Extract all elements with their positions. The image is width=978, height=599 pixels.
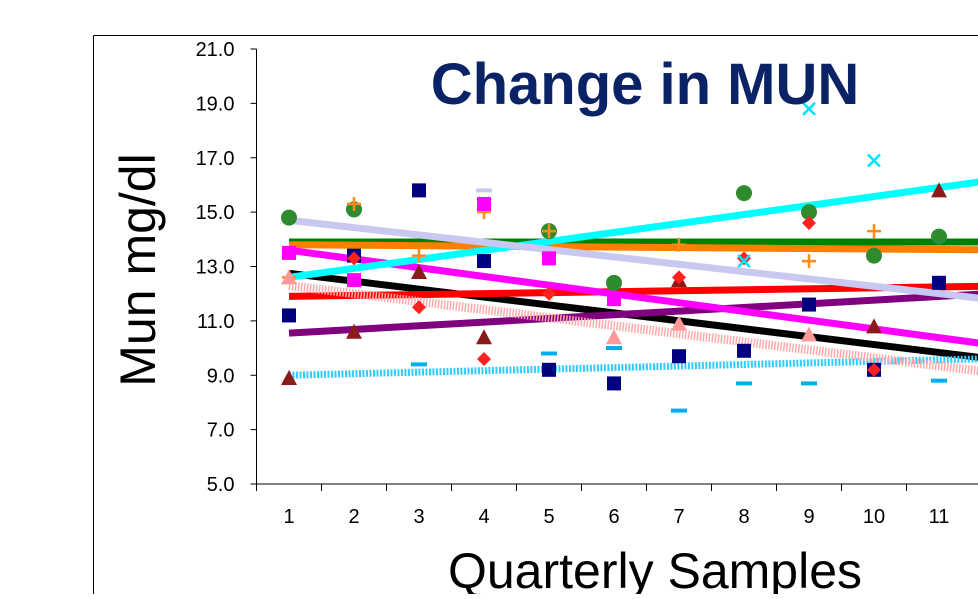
plot-area: 5.0 7.0 9.0 11.0 13.0 15.0 17.0 19.0 21.0 1 2 3 4 5 6 7… <box>196 39 978 528</box>
x-tick-label: 9 <box>803 506 814 528</box>
marker <box>281 269 297 285</box>
x-tick-label: 6 <box>608 506 619 528</box>
marker <box>607 376 621 391</box>
marker <box>347 273 361 288</box>
marker <box>736 381 752 386</box>
marker <box>606 346 622 351</box>
marker <box>542 224 556 239</box>
marker <box>866 318 882 334</box>
marker <box>347 196 361 211</box>
marker <box>412 248 426 263</box>
x-axis-label: Quarterly Samples <box>448 543 862 594</box>
marker <box>801 204 817 221</box>
marker <box>736 185 752 202</box>
trend-line <box>288 216 978 302</box>
marker <box>477 254 491 269</box>
y-tick-label: 17.0 <box>196 148 235 170</box>
marker <box>542 286 556 301</box>
marker <box>867 153 881 168</box>
x-tick-label: 7 <box>673 506 684 528</box>
y-tick-label: 15.0 <box>196 202 235 224</box>
y-tick-label: 21.0 <box>196 39 235 61</box>
y-tick-label: 19.0 <box>196 93 235 115</box>
marker <box>801 326 817 342</box>
marker <box>931 228 947 245</box>
marker <box>671 408 687 413</box>
marker <box>672 349 686 364</box>
x-tick-label: 11 <box>929 506 950 528</box>
marker <box>931 378 947 383</box>
marker <box>801 381 817 386</box>
trend-line <box>288 246 978 347</box>
marker <box>737 251 751 266</box>
y-tick-label: 5.0 <box>207 474 235 496</box>
y-tick-label: 13.0 <box>196 257 235 279</box>
marker <box>282 308 296 323</box>
x-tick-label: 8 <box>738 506 749 528</box>
marker <box>477 351 491 366</box>
x-tick-label: 2 <box>348 506 359 528</box>
marker <box>672 270 686 285</box>
y-tick-label: 7.0 <box>207 420 235 442</box>
trend-line <box>288 178 978 281</box>
marker <box>802 216 816 230</box>
marker <box>607 292 621 307</box>
x-tick-label: 5 <box>543 506 554 528</box>
marker <box>932 275 946 290</box>
marker <box>802 101 816 116</box>
chart-title: Change in MUN <box>431 52 860 117</box>
marker <box>802 254 816 269</box>
marker <box>737 254 751 268</box>
y-tick-label: 9.0 <box>207 365 235 387</box>
marker <box>542 362 556 377</box>
marker <box>802 297 816 312</box>
y-axis-label: Mun mg/dl <box>110 153 166 386</box>
x-tick-label: 3 <box>413 506 424 528</box>
marker <box>411 263 427 279</box>
marker <box>606 274 622 291</box>
x-tick-label: 10 <box>863 506 885 528</box>
marker <box>541 351 557 356</box>
marker <box>281 369 297 385</box>
trend-line <box>288 290 978 337</box>
marker <box>866 247 882 264</box>
trend-line <box>288 269 978 361</box>
marker <box>931 182 947 198</box>
trend-line <box>288 241 978 254</box>
marker <box>412 300 426 315</box>
x-tick-label: 4 <box>478 506 489 528</box>
marker <box>476 329 492 345</box>
marker <box>737 343 751 358</box>
x-tick-label: 1 <box>283 506 294 528</box>
marker <box>672 237 686 252</box>
marker <box>411 362 427 367</box>
marker <box>282 245 296 260</box>
marker <box>477 196 491 211</box>
marker <box>867 362 881 377</box>
marker <box>671 315 687 331</box>
marker <box>606 329 622 345</box>
marker <box>281 209 297 226</box>
marker <box>412 183 426 198</box>
marker <box>542 251 556 266</box>
marker <box>347 251 361 266</box>
y-tick-label: 11.0 <box>197 311 234 333</box>
trend-line <box>288 281 978 376</box>
marker <box>867 224 881 239</box>
marker <box>346 323 362 339</box>
marker <box>476 188 492 193</box>
